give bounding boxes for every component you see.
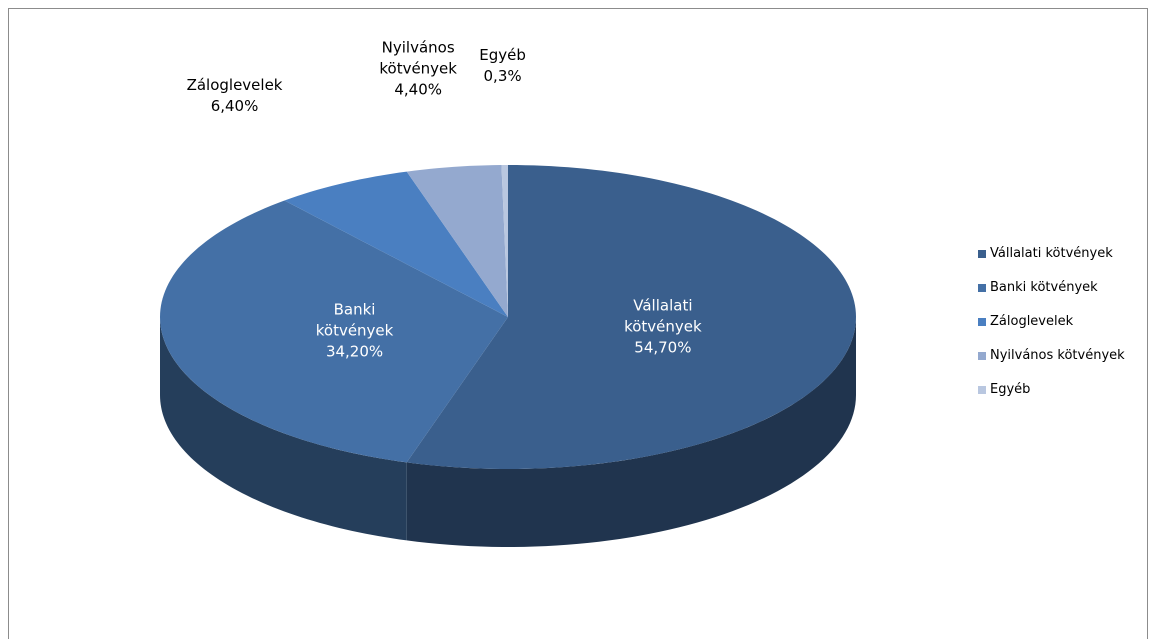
pie-side [406, 317, 856, 547]
legend-item: Vállalati kötvények [978, 246, 1113, 261]
label-category: Vállalati kötvények [624, 296, 702, 336]
legend-swatch [978, 249, 986, 258]
label-category: Banki kötvények [315, 300, 394, 340]
chart-frame [8, 8, 1148, 639]
legend-swatch [978, 385, 986, 394]
pie-slice [406, 165, 856, 469]
data-label: Nyilvános kötvények 4,40% [363, 38, 473, 101]
pie-slice [406, 165, 508, 317]
pie-slice [501, 165, 508, 317]
pie-slice [160, 200, 508, 463]
label-value: 0,3% [483, 67, 522, 86]
legend-item: Egyéb [978, 382, 1030, 397]
legend-label: Vállalati kötvények [990, 246, 1113, 261]
label-category: Záloglevelek [186, 76, 283, 95]
label-category: Egyéb [479, 46, 526, 65]
data-label: Vállalati kötvények 54,70% [608, 296, 718, 359]
legend-label: Záloglevelek [990, 314, 1074, 329]
pie-slice [284, 171, 508, 317]
data-label: Egyéb 0,3% [448, 45, 558, 87]
pie-side [160, 317, 407, 541]
label-category: Nyilvános kötvények [379, 38, 457, 78]
legend-item: Nyilvános kötvények [978, 348, 1125, 363]
data-label: Záloglevelek 6,40% [180, 75, 290, 117]
legend-item: Záloglevelek [978, 314, 1073, 329]
legend-label: Nyilvános kötvények [990, 348, 1125, 363]
legend-label: Banki kötvények [990, 280, 1098, 295]
legend-item: Banki kötvények [978, 280, 1098, 295]
label-value: 54,70% [634, 338, 692, 357]
data-label: Banki kötvények 34,20% [300, 299, 410, 362]
label-value: 4,40% [394, 80, 442, 99]
label-value: 6,40% [210, 97, 259, 116]
label-value: 34,20% [325, 342, 384, 361]
legend-label: Egyéb [990, 382, 1031, 397]
legend-swatch [978, 317, 986, 326]
legend-swatch [978, 351, 986, 360]
legend-swatch [978, 283, 986, 292]
